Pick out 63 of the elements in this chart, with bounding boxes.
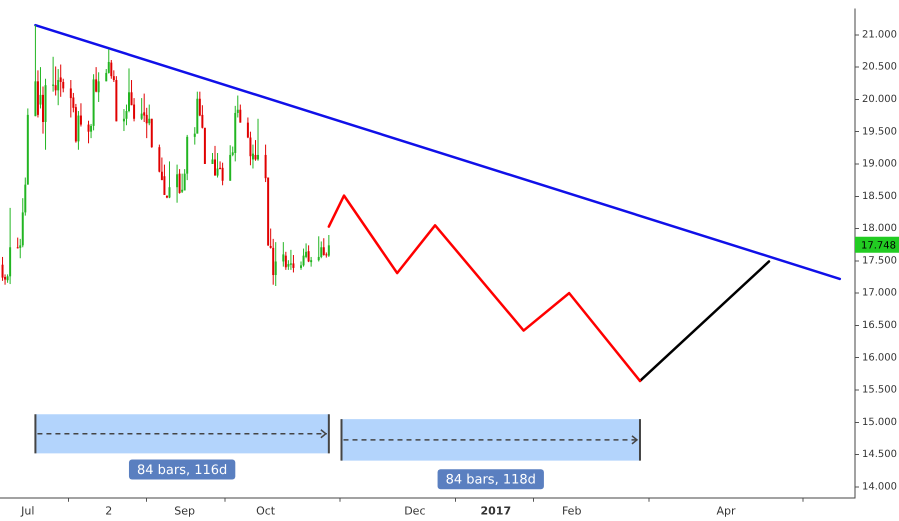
- candlestick: [252, 144, 254, 169]
- candlestick: [328, 234, 330, 258]
- x-tick-label: Apr: [716, 504, 736, 518]
- candlestick: [98, 72, 100, 102]
- candlestick: [310, 256, 312, 268]
- y-tick-label: 18.500: [862, 190, 897, 202]
- candlestick: [257, 118, 260, 162]
- candlestick: [110, 60, 112, 80]
- candlestick: [216, 152, 219, 178]
- candlestick: [178, 168, 181, 194]
- candlestick: [211, 152, 214, 164]
- x-tick-label: 2017: [480, 504, 512, 518]
- x-tick-label: 2: [105, 504, 112, 518]
- candlestick: [80, 102, 82, 128]
- candlestick: [39, 66, 42, 109]
- candlestick: [52, 56, 54, 92]
- y-tick-label: 14.500: [862, 449, 897, 460]
- y-tick-label: 20.000: [862, 94, 897, 105]
- candlestick: [284, 251, 287, 270]
- y-tick-label: 17.000: [862, 288, 897, 299]
- x-tick-label: Jul: [20, 504, 34, 518]
- candlestick: [282, 242, 284, 268]
- y-tick-label: 16.500: [862, 320, 897, 331]
- y-tick-label: 14.000: [862, 481, 897, 492]
- candlestick: [168, 160, 170, 199]
- candlestick: [318, 236, 320, 262]
- candlestick: [148, 104, 150, 126]
- candlestick: [308, 244, 310, 263]
- candlestick: [292, 254, 294, 273]
- candlestick: [122, 108, 125, 132]
- candlestick: [16, 237, 19, 250]
- candlestick: [176, 164, 178, 204]
- band-label: 84 bars, 116d: [136, 462, 228, 478]
- candlestick: [140, 98, 143, 121]
- band-label: 84 bars, 118d: [446, 472, 536, 488]
- candlestick: [70, 80, 72, 118]
- x-tick-label: Oct: [256, 504, 276, 518]
- y-tick-label: 15.500: [862, 384, 897, 396]
- candlestick: [2, 256, 4, 282]
- x-tick-label: Dec: [404, 504, 426, 518]
- candlestick: [254, 140, 256, 162]
- candlestick: [239, 104, 242, 124]
- annotation: 17.748: [861, 240, 896, 252]
- y-tick-label: 18.000: [862, 223, 897, 234]
- candlestick: [274, 242, 277, 287]
- candlestick: [95, 66, 98, 93]
- candlestick: [57, 68, 60, 106]
- y-tick-label: 19.000: [862, 158, 897, 170]
- candlestick: [54, 66, 57, 96]
- y-tick-label: 19.500: [862, 126, 897, 138]
- y-tick-label: 15.000: [862, 416, 897, 428]
- candlestick: [322, 238, 325, 256]
- x-tick-label: Sep: [174, 504, 196, 518]
- x-tick-label: Feb: [562, 504, 582, 518]
- candlestick: [214, 145, 216, 176]
- candlestick: [320, 240, 322, 259]
- candlestick: [60, 64, 62, 98]
- y-tick-label: 21.000: [862, 29, 897, 40]
- candlestick: [222, 162, 224, 186]
- candlestick: [88, 120, 90, 144]
- y-tick-label: 20.500: [862, 62, 897, 73]
- y-tick-label: 17.500: [862, 255, 897, 266]
- y-tick-label: 16.000: [862, 352, 897, 364]
